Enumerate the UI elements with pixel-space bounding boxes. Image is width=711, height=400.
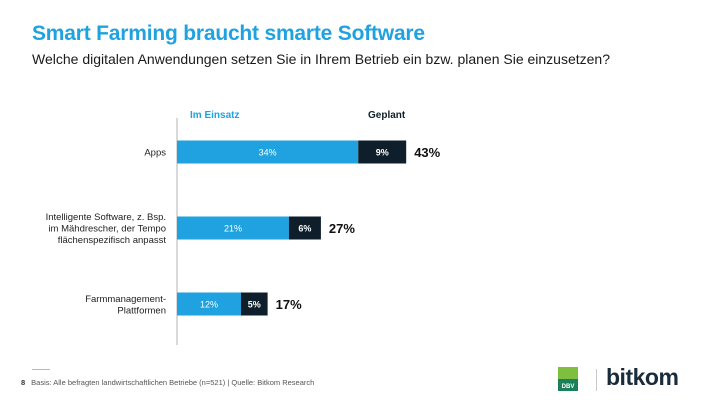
category-label: Farmmanagement-	[85, 294, 166, 305]
category-label: Intelligente Software, z. Bsp.	[46, 212, 166, 223]
bar-planned	[288, 216, 321, 240]
dbv-logo: DBV	[558, 367, 578, 391]
category-label: Plattformen	[117, 305, 166, 316]
source-note: Basis: Alle befragten landwirtschaftlich…	[31, 378, 315, 387]
data-label-in-use: 34%	[259, 148, 277, 158]
stacked-bar-chart: Im Einsatz Geplant 34% 9% 43% Apps 21% 6% 27% Int…	[46, 110, 441, 345]
bar-in-use	[177, 216, 289, 240]
page-number: 8	[21, 378, 26, 387]
bar-in-use	[177, 292, 241, 316]
dbv-logo-text: DBV	[561, 384, 575, 390]
legend-in-use: Im Einsatz	[190, 110, 239, 121]
chart-title: Smart Farming braucht smarte Software	[32, 22, 425, 45]
bitkom-logo: bitkom	[606, 364, 679, 390]
category-label: flächenspezifisch anpasst	[58, 235, 167, 246]
category-label: im Mähdrescher, der Tempo	[48, 224, 166, 235]
data-label-planned: 6%	[298, 224, 311, 234]
chart-subtitle: Welche digitalen Anwendungen setzen Sie …	[32, 51, 611, 67]
total-label: 17%	[276, 297, 302, 312]
logo-separator	[596, 369, 597, 391]
total-label: 43%	[414, 145, 440, 160]
bar-planned	[240, 292, 268, 316]
bar-planned	[358, 140, 407, 164]
bar-in-use	[177, 140, 359, 164]
data-label-in-use: 21%	[224, 224, 242, 234]
data-label-planned: 9%	[376, 148, 389, 158]
total-label: 27%	[329, 221, 355, 236]
data-label-planned: 5%	[248, 300, 261, 310]
data-label-in-use: 12%	[200, 300, 218, 310]
footer: 8 Basis: Alle befragten landwirtschaftlic…	[21, 378, 314, 387]
footer-divider	[32, 369, 50, 370]
category-label: Apps	[144, 148, 166, 159]
legend-planned: Geplant	[368, 110, 406, 121]
